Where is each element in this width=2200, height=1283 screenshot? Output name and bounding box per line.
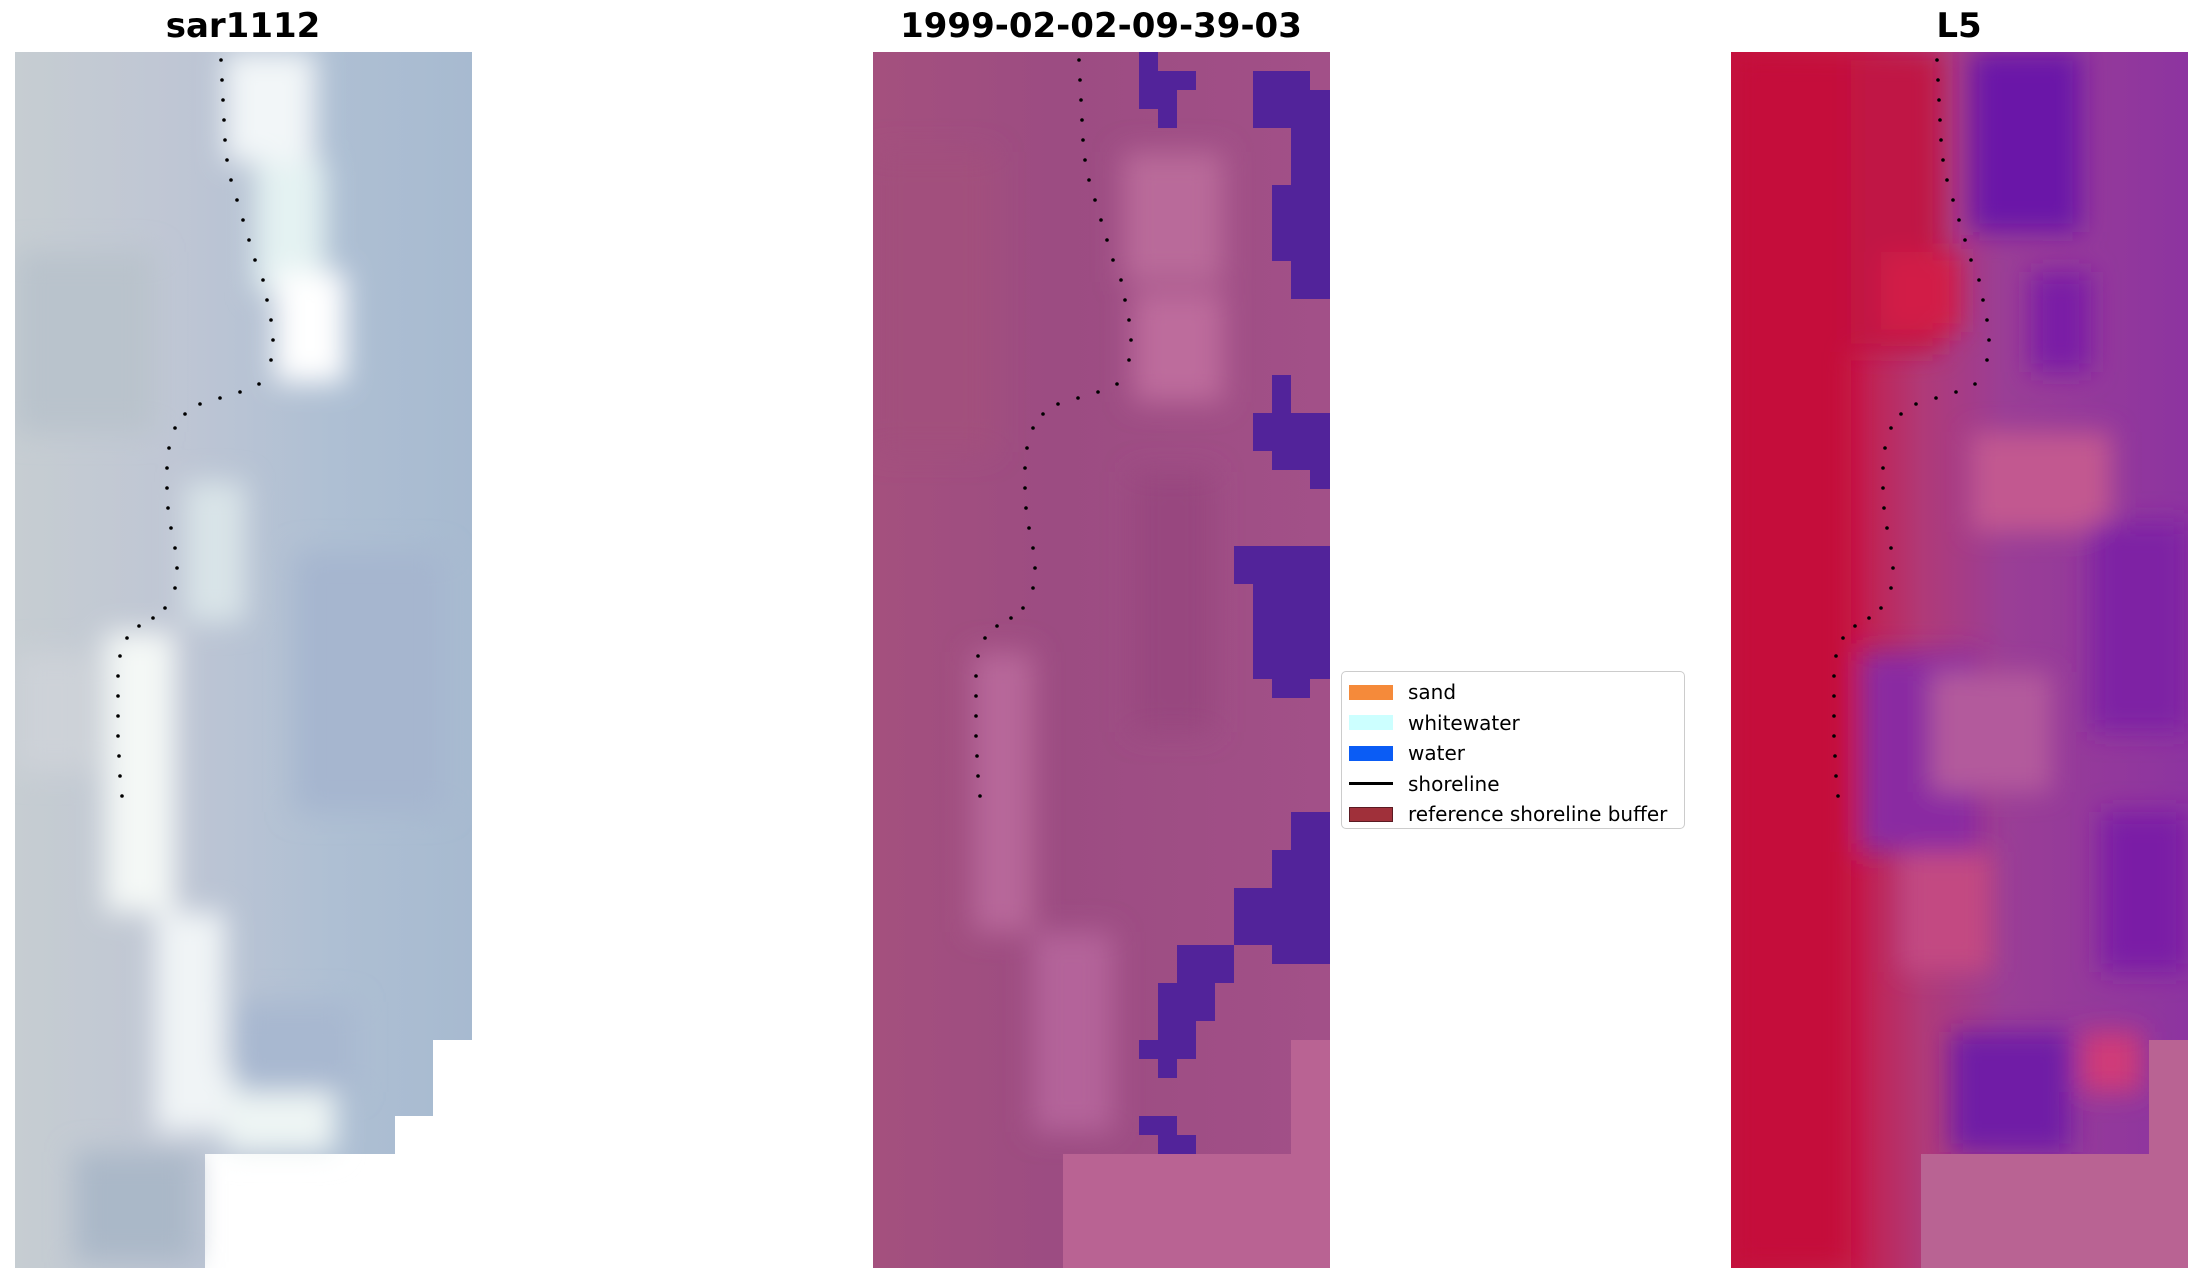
panel-title-rgb: sar1112 [165,6,321,46]
legend-label-shoreline: shoreline [1408,771,1500,796]
legend-label-sand: sand [1408,680,1457,705]
legend-swatch-reference-buffer [1349,806,1393,822]
legend-item-sand: sand [1349,677,1684,708]
legend-line-shoreline [1349,782,1393,786]
legend: sand whitewater water shoreline referenc… [1341,671,1685,829]
shoreline-dots-classification [974,58,1133,798]
classification-panel [873,52,1330,1268]
shoreline-dots-rgb [116,58,275,798]
shoreline-dots-index [1832,58,1991,798]
index-panel [1731,52,2188,1268]
legend-swatch-whitewater [1349,715,1393,731]
classification-image [873,52,1330,1268]
legend-item-whitewater: whitewater [1349,708,1684,739]
legend-item-reference-buffer: reference shoreline buffer [1349,799,1684,830]
rgb-image-panel [15,52,472,1268]
panel-title-index: L5 [1936,6,1982,46]
index-image [1731,52,2188,1268]
panel-title-classification: 1999-02-02-09-39-03 [900,6,1302,46]
water-pixels [1139,52,1330,1154]
legend-swatch-sand [1349,684,1393,700]
rgb-image [15,52,472,1268]
legend-label-reference-buffer: reference shoreline buffer [1408,802,1668,827]
legend-label-water: water [1408,741,1465,766]
legend-swatch-water [1349,745,1393,761]
legend-label-whitewater: whitewater [1408,710,1520,735]
legend-item-shoreline: shoreline [1349,769,1684,800]
legend-item-water: water [1349,738,1684,769]
